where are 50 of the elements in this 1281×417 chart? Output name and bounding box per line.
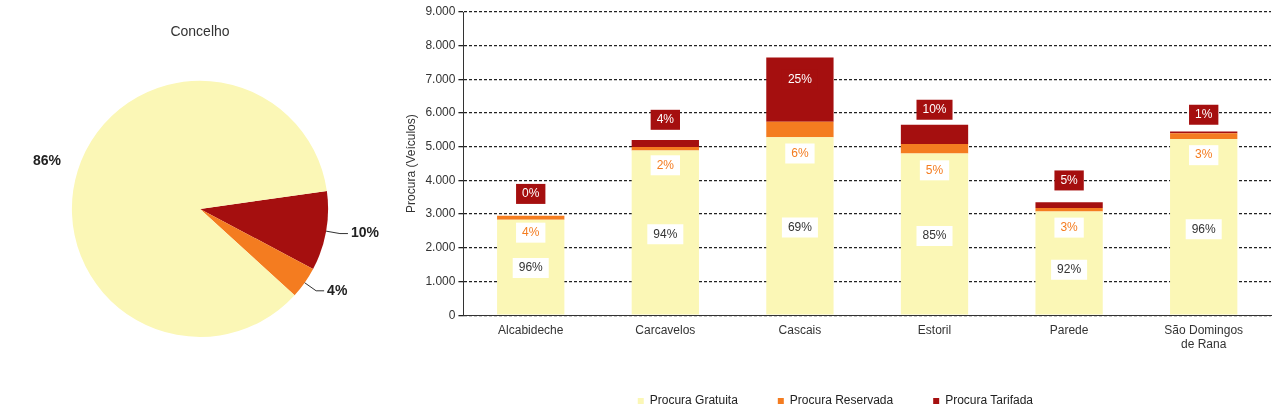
y-tick-label: 1.000 <box>425 273 456 288</box>
x-tick-label: Alcabideche <box>498 322 564 337</box>
annotation: 6% <box>791 145 809 160</box>
y-tick-label: 6.000 <box>425 105 456 120</box>
x-tick-label: Cascais <box>778 322 822 337</box>
x-tick-label: Carcavelos <box>635 322 696 337</box>
annotation: 5% <box>925 162 944 177</box>
bar <box>1170 133 1238 140</box>
legend-label: Procura Gratuita <box>649 393 739 408</box>
annotation: 96% <box>1191 221 1217 236</box>
annotation: 25% <box>787 71 813 86</box>
annotation: 10% <box>922 102 947 117</box>
bar <box>900 144 969 154</box>
annotation: 69% <box>787 219 813 234</box>
annotation: 3% <box>1060 219 1079 234</box>
data-label: 86% <box>33 152 62 169</box>
bar <box>497 215 565 220</box>
x-tick-label: São Domingos de Rana <box>1164 322 1244 352</box>
bar <box>631 140 699 148</box>
bar <box>1035 208 1103 212</box>
x-tick-label: Estoril <box>917 322 952 337</box>
data-label: 4% <box>327 281 348 298</box>
bar <box>1035 202 1103 209</box>
annotation: 5% <box>1060 172 1079 187</box>
annotation: 92% <box>1057 262 1082 277</box>
bar <box>900 124 969 145</box>
annotation: 1% <box>1195 107 1213 122</box>
y-tick-label: 0 <box>448 307 456 322</box>
annotation: 0% <box>522 186 540 201</box>
bar <box>766 121 834 138</box>
y-tick-label: 4.000 <box>425 172 456 187</box>
y-tick-label: 3.000 <box>425 206 456 221</box>
annotation: 2% <box>656 157 675 172</box>
legend-label: Procura Tarifada <box>945 393 1034 408</box>
y-tick-label: 7.000 <box>425 71 456 86</box>
chart-title: Concelho <box>170 23 230 40</box>
annotation: 96% <box>518 260 544 275</box>
x-tick-label: Parede <box>1049 322 1089 337</box>
annotation: 94% <box>653 226 678 241</box>
legend-label: Procura Reservada <box>789 393 894 408</box>
y-tick-label: 9.000 <box>425 4 456 19</box>
y-tick-label: 5.000 <box>425 139 456 154</box>
annotation: 4% <box>656 112 675 127</box>
annotation: 85% <box>922 228 947 243</box>
y-tick-label: 8.000 <box>425 38 456 52</box>
annotation: 3% <box>1195 147 1213 162</box>
y-axis-title: Procura (Veículos) <box>403 114 418 213</box>
annotation: 4% <box>522 224 540 239</box>
y-tick-label: 2.000 <box>425 240 456 255</box>
data-label: 10% <box>350 224 380 241</box>
